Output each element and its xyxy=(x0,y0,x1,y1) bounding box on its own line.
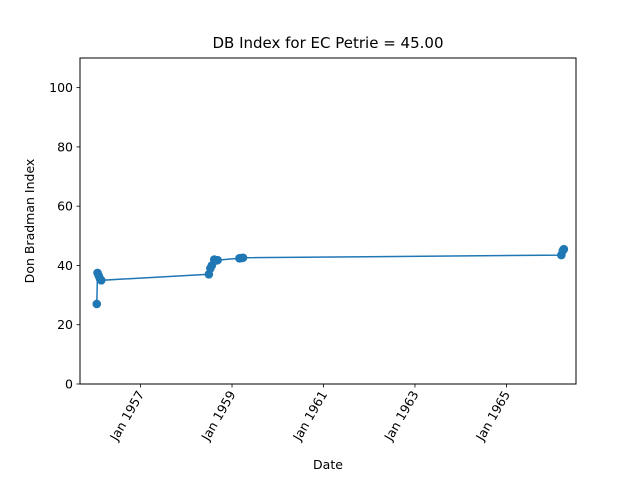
x-axis-ticks: Jan 1957 Jan 1959 Jan 1961 Jan 1963 Jan 1965 xyxy=(106,384,513,444)
x-tick-label: Jan 1959 xyxy=(198,388,239,444)
data-point xyxy=(559,244,569,254)
series-layer xyxy=(92,244,569,309)
chart-title: DB Index for EC Petrie = 45.00 xyxy=(212,34,443,52)
x-tick-label: Jan 1957 xyxy=(106,388,147,444)
y-tick-label: 40 xyxy=(57,258,73,273)
y-axis-ticks: 0 20 40 60 80 100 xyxy=(49,80,80,392)
y-tick-label: 0 xyxy=(65,377,73,392)
y-tick-label: 80 xyxy=(57,139,73,154)
series-line xyxy=(96,248,565,305)
y-axis-label: Don Bradman Index xyxy=(22,159,37,284)
x-tick-label: Jan 1963 xyxy=(381,388,422,444)
plot-frame xyxy=(79,57,577,385)
x-tick-label: Jan 1965 xyxy=(472,388,513,444)
y-tick-label: 100 xyxy=(49,80,73,95)
y-tick-label: 60 xyxy=(57,199,73,214)
y-tick-label: 20 xyxy=(57,317,73,332)
data-point xyxy=(96,275,106,285)
data-point xyxy=(92,299,102,309)
x-axis-label: Date xyxy=(313,457,343,472)
data-point xyxy=(238,253,248,263)
data-point xyxy=(213,255,222,265)
x-tick-label: Jan 1961 xyxy=(289,388,330,444)
